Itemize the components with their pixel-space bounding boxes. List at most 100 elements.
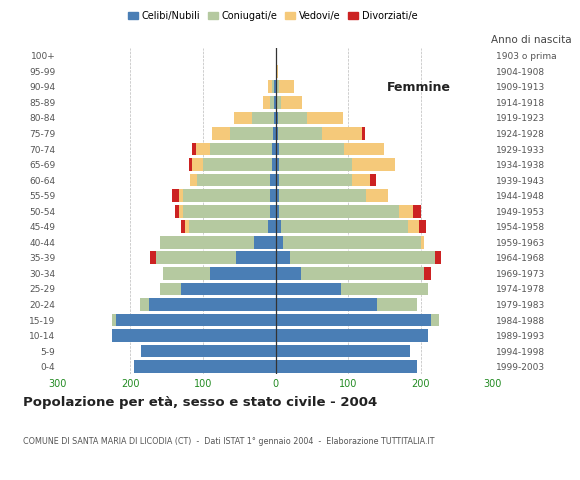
Bar [351, 158, 395, 171]
Bar [183, 189, 270, 202]
Bar [274, 96, 276, 109]
Bar [424, 267, 432, 280]
Bar [322, 127, 362, 140]
Bar [113, 313, 116, 326]
Bar [273, 127, 276, 140]
Bar [188, 220, 268, 233]
Text: Anno di nascita: Anno di nascita [491, 35, 571, 45]
Text: COMUNE DI SANTA MARIA DI LICODIA (CT)  -  Dati ISTAT 1° gennaio 2004  -  Elabora: COMUNE DI SANTA MARIA DI LICODIA (CT) - … [23, 437, 434, 446]
Bar [279, 143, 345, 156]
Bar [140, 298, 148, 311]
Bar [276, 81, 277, 93]
Bar [276, 252, 290, 264]
Bar [252, 111, 274, 124]
Bar [281, 96, 302, 109]
Bar [185, 220, 188, 233]
Bar [276, 313, 432, 326]
Bar [283, 236, 420, 249]
Bar [277, 81, 279, 93]
Bar [230, 127, 273, 140]
Bar [270, 205, 275, 217]
Bar [276, 360, 417, 373]
Bar [276, 298, 377, 311]
Bar [270, 174, 275, 187]
Bar [188, 158, 192, 171]
Bar [277, 96, 281, 109]
Bar [160, 283, 181, 295]
Bar [150, 252, 156, 264]
Bar [148, 298, 276, 311]
Bar [163, 267, 210, 280]
Bar [276, 220, 281, 233]
Bar [370, 174, 376, 187]
Bar [276, 143, 279, 156]
Bar [263, 96, 270, 109]
Bar [301, 267, 424, 280]
Bar [432, 313, 438, 326]
Bar [160, 236, 254, 249]
Bar [420, 236, 424, 249]
Bar [276, 174, 279, 187]
Bar [181, 220, 185, 233]
Bar [274, 111, 276, 124]
Bar [276, 158, 279, 171]
Bar [254, 236, 276, 249]
Bar [196, 143, 210, 156]
Bar [276, 189, 279, 202]
Bar [399, 205, 413, 217]
Bar [307, 111, 343, 124]
Text: Popolazione per età, sesso e stato civile - 2004: Popolazione per età, sesso e stato civil… [23, 396, 378, 409]
Bar [279, 158, 351, 171]
Bar [276, 267, 301, 280]
Bar [279, 205, 399, 217]
Bar [290, 252, 435, 264]
Text: Femmine: Femmine [387, 81, 451, 94]
Bar [272, 143, 276, 156]
Bar [279, 189, 366, 202]
Bar [234, 111, 252, 124]
Bar [181, 283, 276, 295]
Bar [142, 345, 276, 358]
Bar [435, 252, 441, 264]
Bar [377, 298, 417, 311]
Bar [272, 81, 274, 93]
Bar [419, 220, 426, 233]
Bar [192, 143, 196, 156]
Bar [276, 111, 278, 124]
Bar [179, 205, 183, 217]
Bar [279, 81, 293, 93]
Bar [276, 236, 283, 249]
Bar [210, 267, 276, 280]
Bar [281, 220, 408, 233]
Bar [408, 220, 419, 233]
Bar [197, 174, 270, 187]
Bar [235, 252, 276, 264]
Bar [156, 252, 235, 264]
Bar [172, 189, 179, 202]
Bar [270, 189, 275, 202]
Bar [276, 329, 428, 342]
Bar [113, 329, 276, 342]
Bar [175, 205, 179, 217]
Bar [268, 81, 272, 93]
Bar [212, 127, 230, 140]
Bar [362, 127, 365, 140]
Bar [272, 158, 276, 171]
Bar [192, 158, 203, 171]
Bar [276, 205, 279, 217]
Bar [179, 189, 183, 202]
Bar [210, 143, 272, 156]
Bar [270, 96, 274, 109]
Bar [134, 360, 276, 373]
Bar [413, 205, 420, 217]
Bar [276, 345, 409, 358]
Bar [190, 174, 197, 187]
Bar [276, 65, 278, 78]
Bar [366, 189, 388, 202]
Bar [268, 220, 276, 233]
Bar [276, 96, 277, 109]
Legend: Celibi/Nubili, Coniugati/e, Vedovi/e, Divorziati/e: Celibi/Nubili, Coniugati/e, Vedovi/e, Di… [124, 7, 421, 25]
Bar [278, 127, 322, 140]
Bar [183, 205, 270, 217]
Bar [203, 158, 272, 171]
